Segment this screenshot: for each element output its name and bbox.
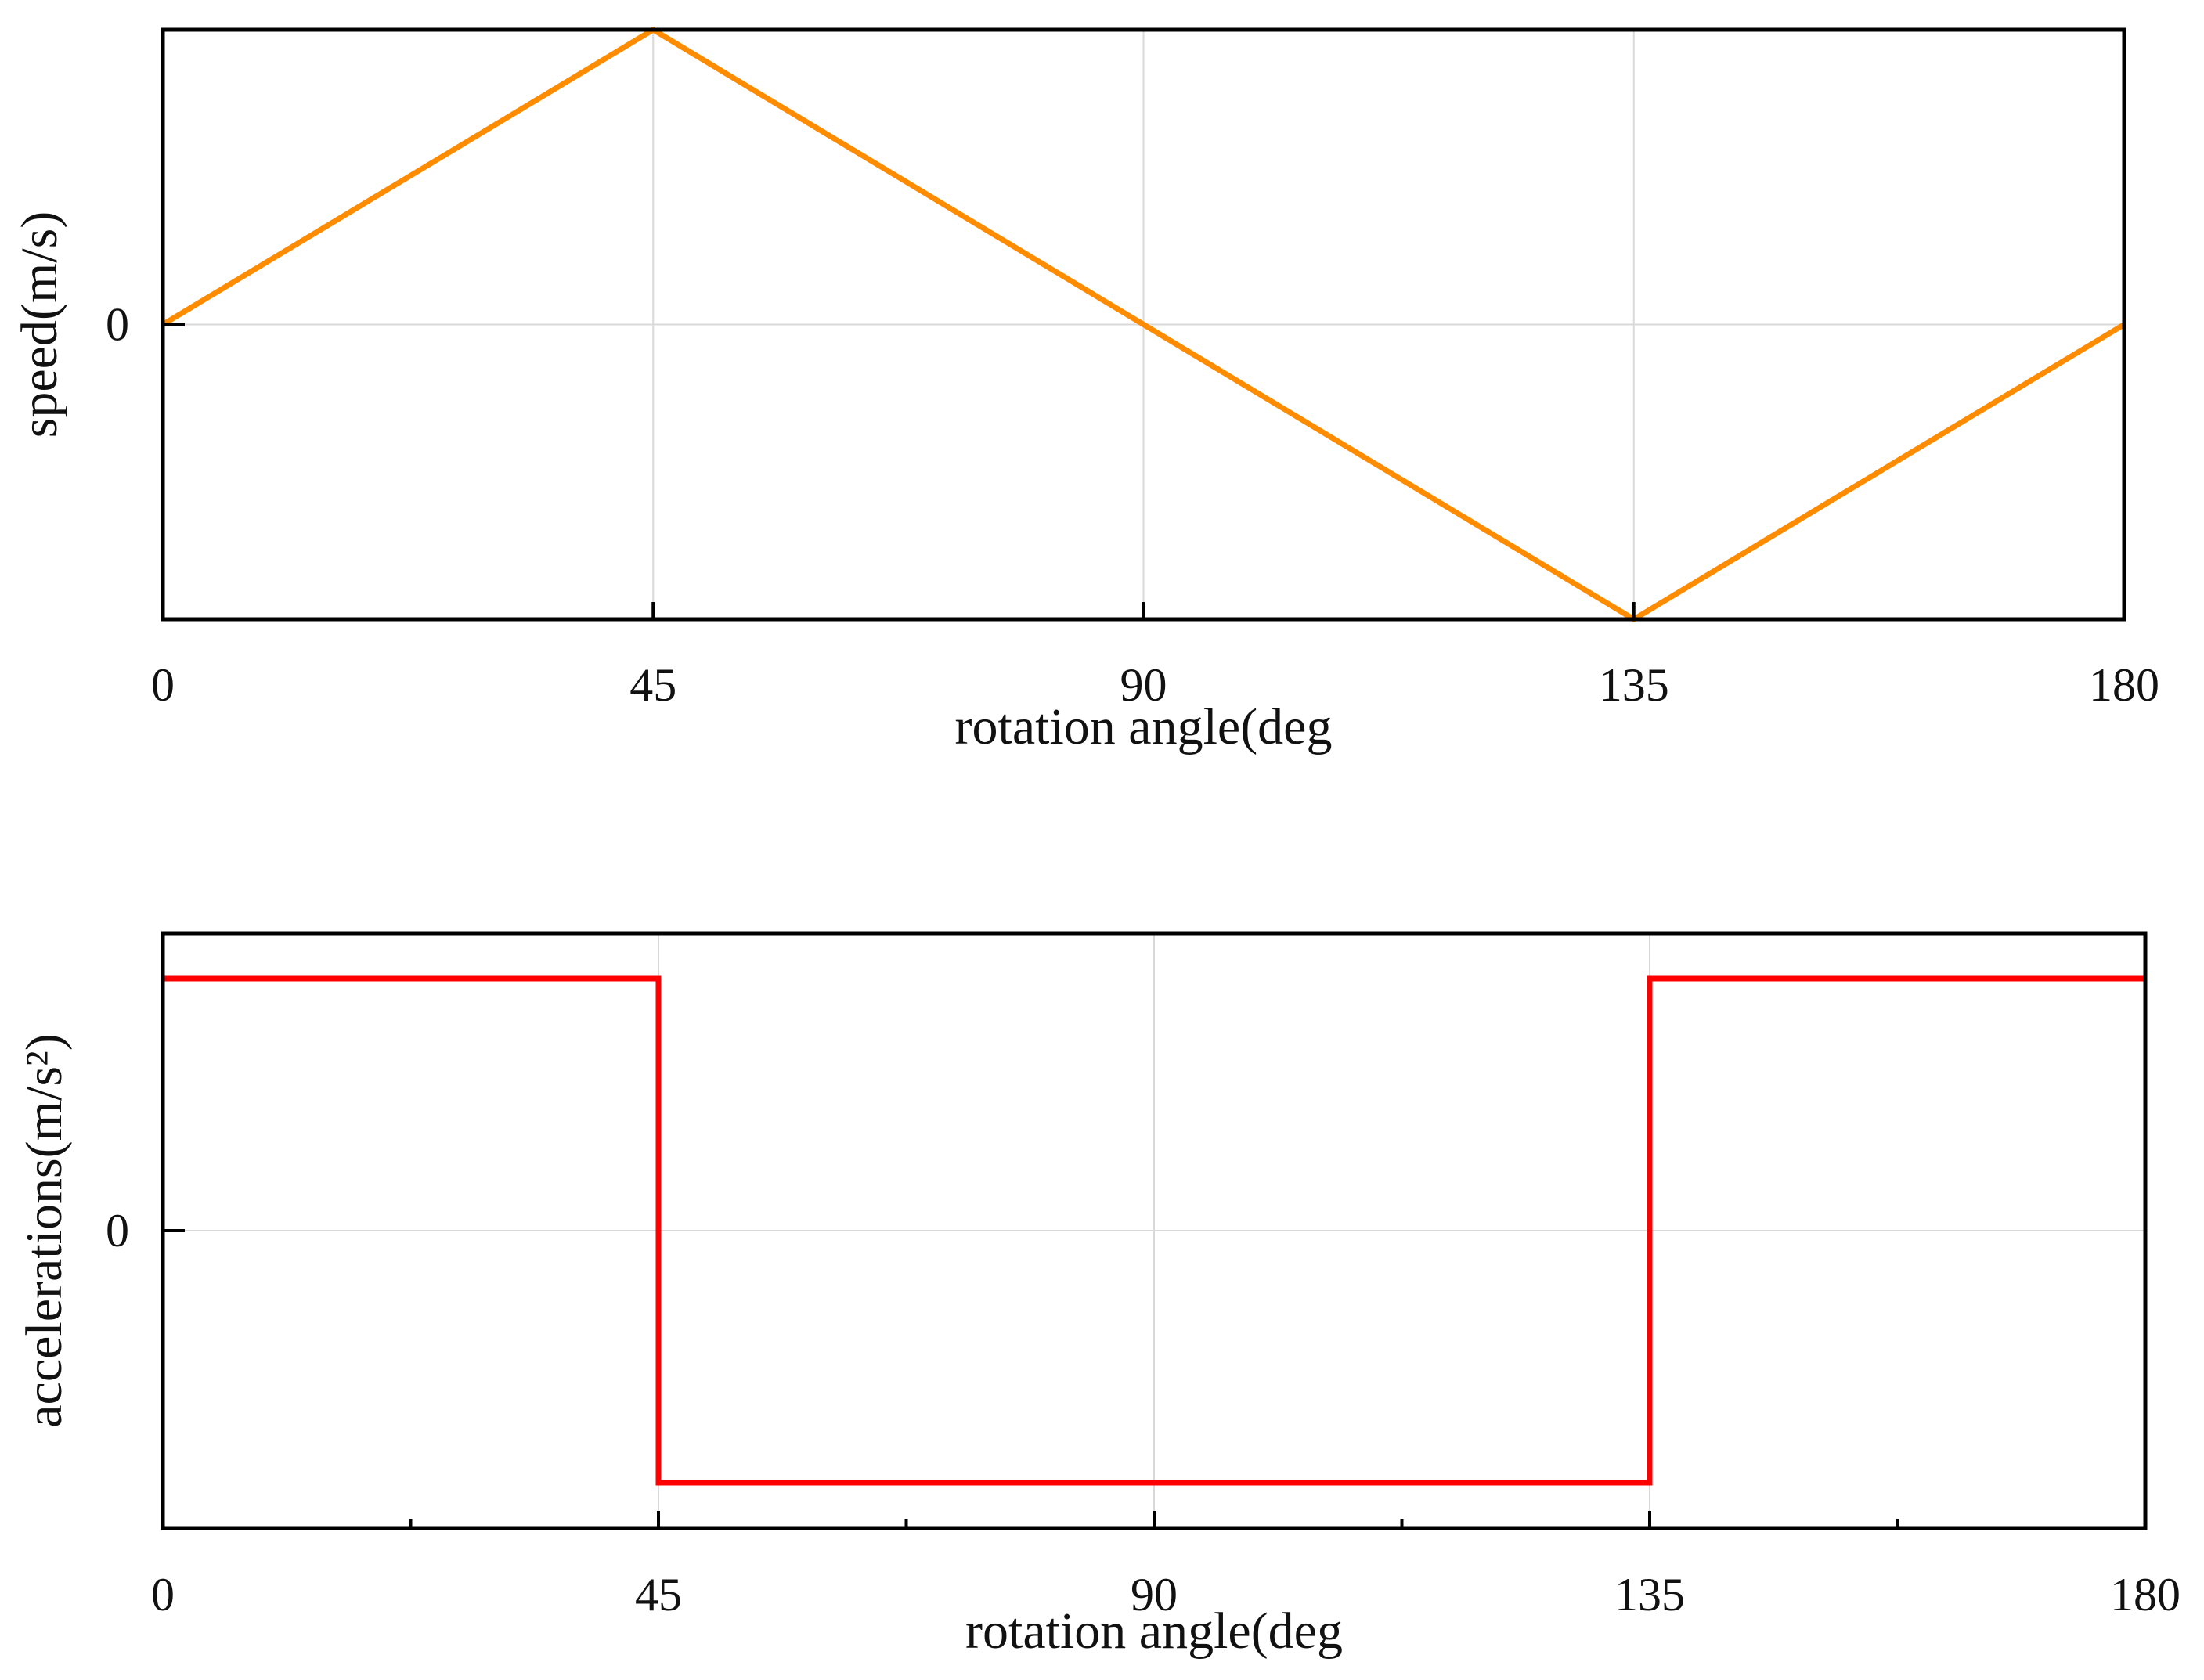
acceleration-x-axis-label: rotation angle(deg: [965, 1602, 1343, 1660]
acceleration-ticks: [161, 1229, 2147, 1528]
acceleration-grid: [163, 933, 2145, 1528]
speed-x-tick-label-0: 0: [151, 659, 175, 711]
acceleration-series-line-0: [163, 975, 2145, 1486]
acceleration-y-tick-label-0: 0: [106, 1205, 129, 1256]
acceleration-x-tick-label-1: 45: [635, 1569, 682, 1621]
speed-x-tick-label-1: 45: [629, 659, 676, 711]
speed-y-tick-labels: 0: [106, 299, 129, 351]
acceleration-series: [163, 975, 2145, 1486]
acceleration-x-tick-label-2: 90: [1131, 1569, 1178, 1621]
speed-x-tick-label-3: 135: [1599, 659, 1669, 711]
acceleration-x-tick-label-4: 180: [2110, 1569, 2181, 1621]
speed-series: [161, 26, 2126, 623]
speed-x-axis-label: rotation angle(deg: [955, 698, 1333, 755]
acceleration-y-axis-label: accelerations(m/s²): [16, 1033, 73, 1428]
speed-ticks: [161, 323, 2126, 619]
acceleration-x-tick-labels: 0 45 90 135 180: [151, 1569, 2181, 1621]
acceleration-y-tick-labels: 0: [106, 1205, 129, 1256]
speed-chart: 0 45 90 135 180 0 rotation angle(deg speed(m…: [11, 26, 2159, 755]
speed-y-axis-label: speed(m/s): [11, 211, 68, 438]
speed-x-tick-label-4: 180: [2089, 659, 2159, 711]
speed-series-line-0: [161, 26, 2126, 623]
speed-y-tick-label-0: 0: [106, 299, 129, 351]
acceleration-x-tick-label-0: 0: [151, 1569, 175, 1621]
speed-x-tick-labels: 0 45 90 135 180: [151, 659, 2159, 711]
acceleration-x-tick-label-3: 135: [1614, 1569, 1685, 1621]
speed-x-tick-label-2: 90: [1120, 659, 1167, 711]
acceleration-chart: 0 45 90 135 180 0 rotation angle(deg acceler…: [16, 931, 2181, 1660]
